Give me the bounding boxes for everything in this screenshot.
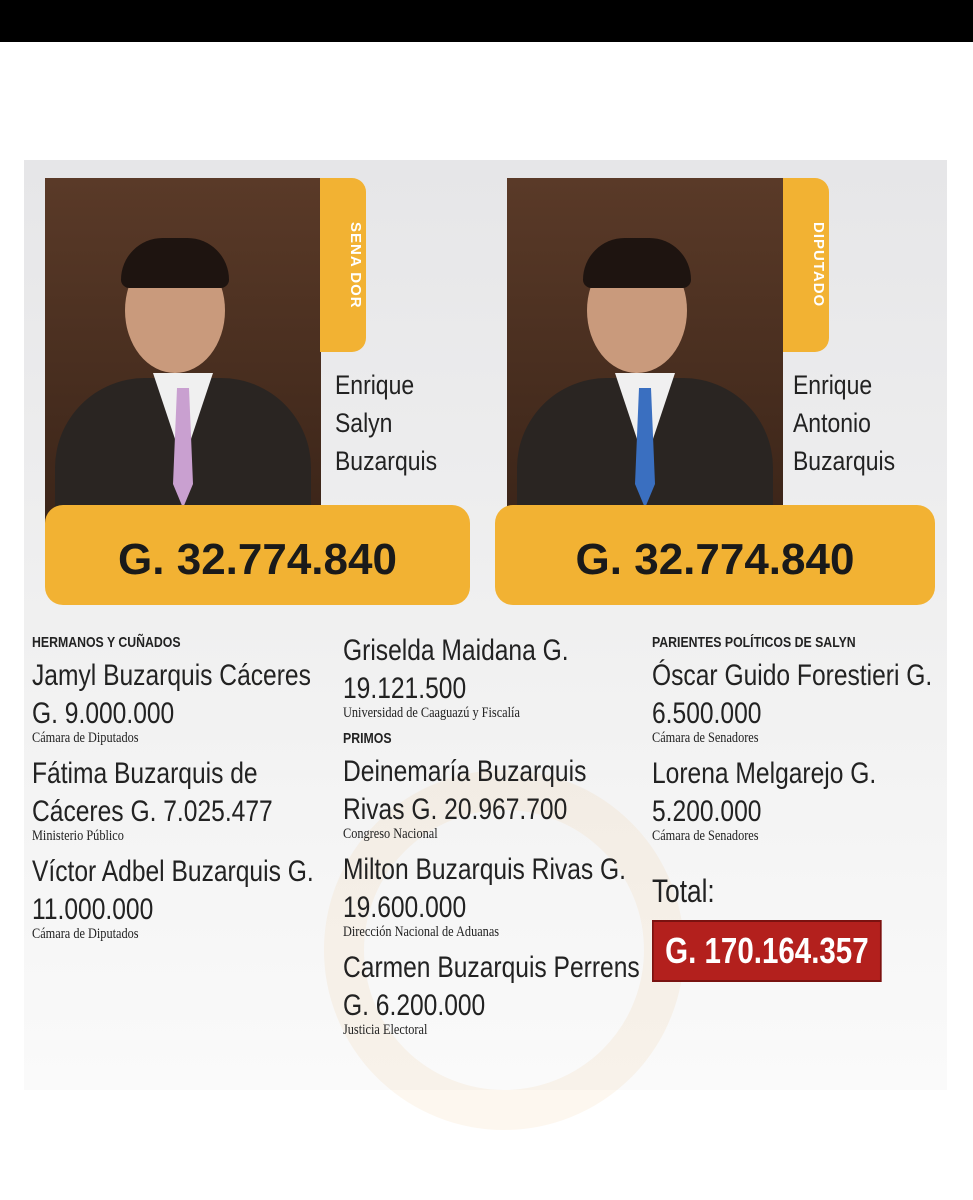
person-salary: G. 11.000.000: [32, 855, 314, 926]
institution: Dirección Nacional de Aduanas: [343, 924, 500, 940]
salary: G. 32.774.840: [575, 535, 855, 584]
photo: [507, 178, 783, 535]
photo: [45, 178, 321, 535]
person-line: Griselda Maidana G. 19.121.500: [343, 632, 655, 708]
person-name: Fátima Buzarquis de Cáceres: [32, 757, 258, 828]
institution: Cámara de Senadores: [652, 828, 759, 844]
institution: Justicia Electoral: [343, 1022, 428, 1038]
person: Fátima Buzarquis de Cáceres G. 7.025.477…: [32, 755, 344, 844]
person-salary: G. 7.025.477: [130, 795, 273, 828]
institution: Cámara de Diputados: [32, 926, 139, 942]
person: Milton Buzarquis Rivas G. 19.600.000 Dire…: [343, 851, 655, 940]
person: Carmen Buzarquis Perrens G. 6.200.000 Jus…: [343, 949, 655, 1038]
person-salary: G. 19.600.000: [343, 853, 627, 924]
person: Víctor Adbel Buzarquis G. 11.000.000 Cáma…: [32, 853, 344, 942]
person: Deinemaría Buzarquis Rivas G. 20.967.700…: [343, 753, 655, 842]
person-line: Víctor Adbel Buzarquis G. 11.000.000: [32, 853, 344, 929]
institution: Cámara de Diputados: [32, 730, 139, 746]
institution: Cámara de Senadores: [652, 730, 759, 746]
person-name: Óscar Guido Forestieri: [652, 659, 900, 692]
column: HERMANOS Y CUÑADOS Jamyl Buzarquis Cácere…: [32, 628, 362, 951]
institution: Congreso Nacional: [343, 826, 438, 842]
total-value: G. 170.164.357: [652, 920, 882, 982]
column: Griselda Maidana G. 19.121.500 Universida…: [343, 632, 673, 1047]
person-line: Milton Buzarquis Rivas G. 19.600.000: [343, 851, 655, 927]
name-line: Buzarquis: [335, 446, 438, 476]
institution: Ministerio Público: [32, 828, 124, 844]
person-salary: G. 9.000.000: [32, 697, 175, 730]
salary-box: G. 32.774.840: [495, 505, 935, 605]
person: Lorena Melgarejo G. 5.200.000 Cámara de S…: [652, 755, 964, 844]
salary-box: G. 32.774.840: [45, 505, 470, 605]
role-tab: DIPUTADO: [783, 178, 829, 352]
person-salary: G. 6.200.000: [343, 989, 486, 1022]
person-name: Griselda Maidana: [343, 634, 536, 667]
photo-hair: [583, 238, 691, 288]
profile-name: Enrique Salyn Buzarquis: [335, 366, 437, 480]
person-name: Carmen Buzarquis Perrens: [343, 951, 640, 984]
total-label: Total:: [652, 873, 715, 909]
name-line: Enrique: [335, 370, 415, 400]
person-line: Fátima Buzarquis de Cáceres G. 7.025.477: [32, 755, 344, 831]
name-line: Antonio: [793, 408, 871, 438]
top-bar: [0, 0, 973, 42]
salary: G. 32.774.840: [118, 535, 397, 584]
column-inner: PARIENTES POLÍTICOS DE SALYN Óscar Guido …: [652, 634, 964, 982]
photo-hair: [121, 238, 229, 288]
person-line: Carmen Buzarquis Perrens G. 6.200.000: [343, 949, 655, 1025]
column: PARIENTES POLÍTICOS DE SALYN Óscar Guido …: [652, 628, 973, 982]
person-name: Deinemaría Buzarquis Rivas: [343, 755, 587, 826]
person-line: Óscar Guido Forestieri G. 6.500.000: [652, 657, 964, 733]
person-line: Lorena Melgarejo G. 5.200.000: [652, 755, 964, 831]
person-salary: G. 19.121.500: [343, 634, 569, 705]
photo-tie: [635, 388, 655, 508]
person-name: Lorena Melgarejo: [652, 757, 844, 790]
person-salary: G. 6.500.000: [652, 659, 933, 730]
person-name: Jamyl Buzarquis Cáceres: [32, 659, 311, 692]
person: Griselda Maidana G. 19.121.500 Universida…: [343, 632, 655, 721]
name-line: Enrique: [793, 370, 873, 400]
person-line: Deinemaría Buzarquis Rivas G. 20.967.700: [343, 753, 655, 829]
role-tab: SENA DOR: [320, 178, 366, 352]
person-salary: G. 5.200.000: [652, 757, 877, 828]
photo-tie: [173, 388, 193, 508]
person-salary: G. 20.967.700: [411, 793, 568, 826]
name-line: Salyn: [335, 408, 393, 438]
person: Jamyl Buzarquis Cáceres G. 9.000.000 Cáma…: [32, 657, 344, 746]
institution: Universidad de Caaguazú y Fiscalía: [343, 705, 520, 721]
section-heading: PARIENTES POLÍTICOS DE SALYN: [652, 634, 856, 651]
person-name: Milton Buzarquis Rivas: [343, 853, 594, 886]
profile-name: Enrique Antonio Buzarquis: [793, 366, 895, 480]
column-inner: Griselda Maidana G. 19.121.500 Universida…: [343, 632, 655, 1038]
person-name: Víctor Adbel Buzarquis: [32, 855, 281, 888]
section-heading: PRIMOS: [343, 730, 392, 747]
person-line: Jamyl Buzarquis Cáceres G. 9.000.000: [32, 657, 344, 733]
section-heading: HERMANOS Y CUÑADOS: [32, 634, 181, 651]
person: Óscar Guido Forestieri G. 6.500.000 Cámar…: [652, 657, 964, 746]
name-line: Buzarquis: [793, 446, 896, 476]
column-inner: HERMANOS Y CUÑADOS Jamyl Buzarquis Cácere…: [32, 634, 344, 942]
